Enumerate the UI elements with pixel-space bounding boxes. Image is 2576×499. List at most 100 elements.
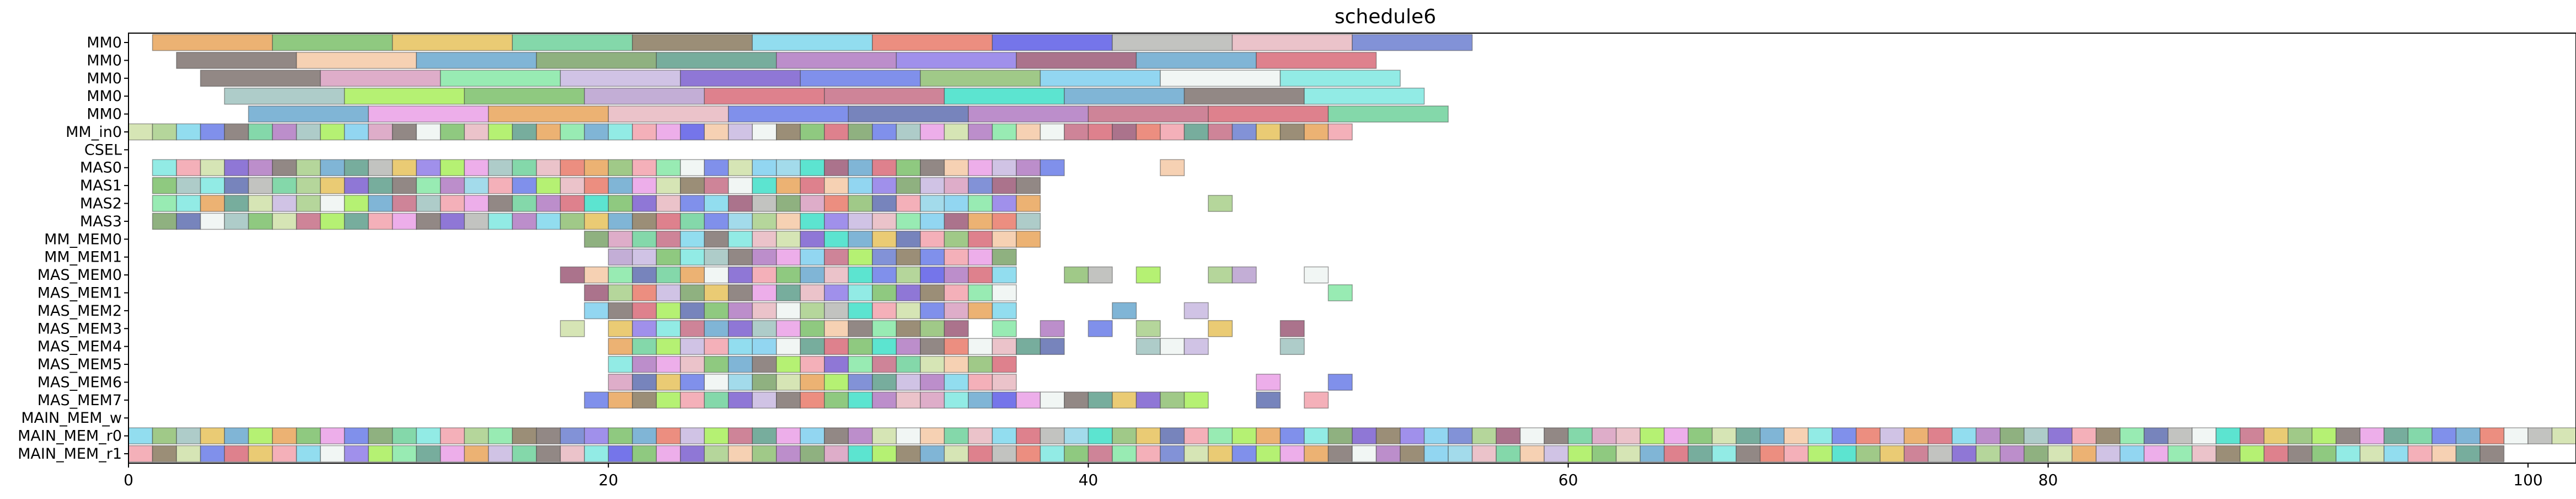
task-bar [944,374,969,391]
task-bar [1112,302,1137,320]
task-bar [344,87,465,105]
task-bar [656,427,681,444]
task-bar [1183,302,1209,320]
task-bar [944,266,969,284]
task-bar [560,320,585,337]
task-bar [224,427,249,444]
task-bar [200,427,225,444]
task-bar [320,213,345,230]
task-bar [752,195,777,212]
task-bar [1663,427,1689,444]
task-bar [2048,445,2073,463]
task-bar [679,195,705,212]
y-tick-label: MM0 [87,34,122,51]
task-bar [896,248,921,266]
task-bar [272,445,297,463]
task-bar [1327,445,1353,463]
task-bar [2263,427,2289,444]
task-bar [392,445,417,463]
task-bar [776,427,801,444]
task-bar [1064,123,1089,141]
task-bar [464,213,489,230]
y-tick-label: MM_in0 [66,124,122,141]
task-bar [488,427,513,444]
task-bar [464,123,489,141]
task-bar [1327,427,1353,444]
task-bar [776,266,801,284]
task-bar [1663,445,1689,463]
task-bar [1352,427,1377,444]
task-bar [368,123,393,141]
task-bar [1784,427,1809,444]
task-bar [488,213,513,230]
task-bar [608,374,633,391]
y-tick-label: MM0 [87,70,122,87]
task-bar [583,427,609,444]
task-bar [440,70,561,87]
task-bar [560,159,585,177]
task-bar [920,355,945,373]
task-bar [392,427,417,444]
task-bar [1855,445,1881,463]
task-bar [608,391,633,409]
task-bar [704,445,729,463]
task-bar [152,159,177,177]
task-bar [1736,427,1761,444]
task-bar [872,159,897,177]
task-bar [224,195,249,212]
task-bar [992,391,1017,409]
task-bar [727,284,753,301]
task-bar [392,159,417,177]
task-bar [824,248,849,266]
task-bar [704,355,729,373]
task-bar [1016,230,1041,248]
task-bar [224,123,249,141]
task-bar [679,391,705,409]
y-tick-label: MAS_MEM6 [38,374,122,391]
task-bar [872,248,897,266]
task-bar [968,105,1089,123]
task-bar [656,284,681,301]
task-bar [1304,391,1329,409]
task-bar [776,195,801,212]
task-bar [128,427,153,444]
task-bar [631,320,657,337]
task-bar [656,123,681,141]
task-bar [1016,177,1041,194]
x-tick-label: 40 [1079,471,1099,489]
task-bar [631,355,657,373]
task-bar [656,374,681,391]
task-bar [704,159,729,177]
task-bar [872,34,993,51]
task-bar [368,195,393,212]
task-bar [656,213,681,230]
task-bar [920,391,945,409]
task-bar [1208,123,1233,141]
task-bar [800,248,825,266]
task-bar [392,34,513,51]
task-bar [824,427,849,444]
task-bar [248,445,273,463]
task-bar [1016,123,1041,141]
task-bar [752,266,777,284]
task-bar [968,374,993,391]
task-bar [1279,445,1305,463]
task-bar [1759,445,1785,463]
task-bar [679,266,705,284]
task-bar [920,427,945,444]
task-bar [944,123,969,141]
task-bar [704,391,729,409]
task-bar [464,177,489,194]
task-bar [848,391,873,409]
task-bar [1471,427,1497,444]
task-bar [560,445,585,463]
task-bar [920,213,945,230]
task-bar [1640,427,1665,444]
task-bar [1088,445,1113,463]
task-bar [848,427,873,444]
task-bar [704,266,729,284]
task-bar [848,159,873,177]
task-bar [1040,338,1065,355]
task-bar [512,445,537,463]
task-bar [416,213,441,230]
